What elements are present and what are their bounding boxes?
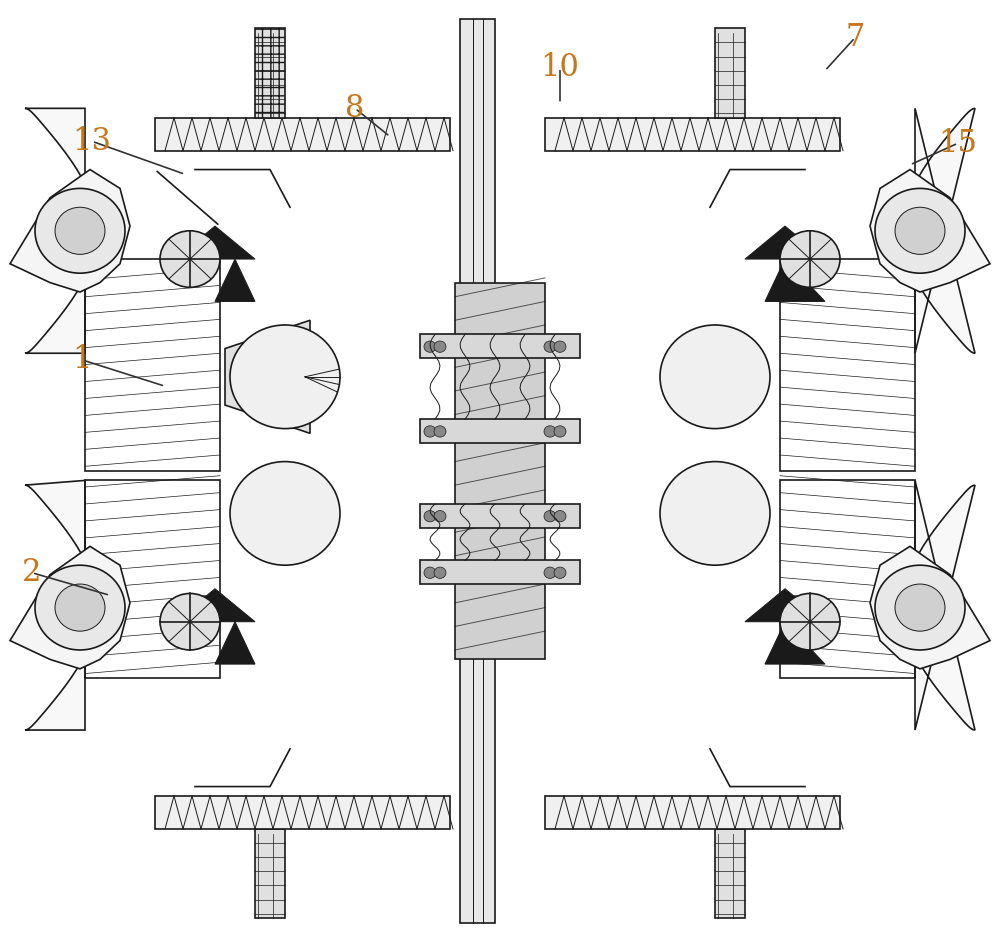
Circle shape bbox=[434, 511, 446, 522]
Polygon shape bbox=[225, 320, 310, 433]
Circle shape bbox=[875, 188, 965, 273]
Polygon shape bbox=[903, 480, 975, 730]
Bar bbox=[420, 419, 580, 443]
Circle shape bbox=[544, 511, 556, 522]
Circle shape bbox=[780, 231, 840, 287]
Circle shape bbox=[554, 426, 566, 437]
Polygon shape bbox=[175, 226, 255, 259]
Polygon shape bbox=[870, 170, 990, 292]
Text: 7: 7 bbox=[845, 23, 865, 53]
Bar bbox=[420, 504, 580, 528]
Circle shape bbox=[424, 567, 436, 578]
Circle shape bbox=[895, 207, 945, 254]
Polygon shape bbox=[745, 226, 825, 259]
Circle shape bbox=[424, 341, 436, 352]
Circle shape bbox=[424, 426, 436, 437]
Bar bbox=[460, 19, 495, 923]
Circle shape bbox=[434, 341, 446, 352]
Bar bbox=[715, 28, 745, 118]
Circle shape bbox=[660, 325, 770, 429]
Circle shape bbox=[780, 593, 840, 650]
Circle shape bbox=[554, 567, 566, 578]
Polygon shape bbox=[665, 490, 765, 537]
Bar bbox=[715, 829, 745, 918]
Circle shape bbox=[554, 341, 566, 352]
Circle shape bbox=[230, 325, 340, 429]
Polygon shape bbox=[870, 546, 990, 669]
Polygon shape bbox=[235, 353, 335, 400]
Circle shape bbox=[35, 565, 125, 650]
Circle shape bbox=[160, 231, 220, 287]
Polygon shape bbox=[745, 589, 825, 622]
Text: 1: 1 bbox=[72, 345, 92, 375]
Polygon shape bbox=[10, 170, 130, 292]
Text: 15: 15 bbox=[938, 128, 978, 158]
Circle shape bbox=[544, 567, 556, 578]
Text: 10: 10 bbox=[541, 53, 579, 83]
Circle shape bbox=[544, 341, 556, 352]
Circle shape bbox=[424, 511, 436, 522]
Circle shape bbox=[660, 462, 770, 565]
Circle shape bbox=[35, 188, 125, 273]
Bar bbox=[780, 480, 915, 678]
Circle shape bbox=[55, 207, 105, 254]
Bar bbox=[420, 560, 580, 584]
Bar bbox=[545, 796, 840, 829]
Polygon shape bbox=[903, 108, 975, 353]
Circle shape bbox=[895, 584, 945, 631]
Circle shape bbox=[554, 511, 566, 522]
Bar bbox=[545, 118, 840, 151]
Bar bbox=[455, 283, 545, 659]
Polygon shape bbox=[215, 622, 255, 664]
Polygon shape bbox=[765, 259, 825, 301]
Text: 8: 8 bbox=[345, 93, 365, 123]
Polygon shape bbox=[235, 490, 335, 537]
Circle shape bbox=[875, 565, 965, 650]
Bar bbox=[255, 829, 285, 918]
Polygon shape bbox=[215, 259, 255, 301]
Bar bbox=[85, 480, 220, 678]
Text: 2: 2 bbox=[22, 558, 42, 588]
Bar bbox=[255, 28, 285, 118]
Bar bbox=[155, 118, 450, 151]
Circle shape bbox=[55, 584, 105, 631]
Circle shape bbox=[544, 426, 556, 437]
Bar bbox=[155, 796, 450, 829]
Polygon shape bbox=[25, 480, 97, 730]
Bar bbox=[420, 334, 580, 358]
Circle shape bbox=[160, 593, 220, 650]
Polygon shape bbox=[10, 546, 130, 669]
Circle shape bbox=[434, 426, 446, 437]
Bar bbox=[85, 259, 220, 471]
Polygon shape bbox=[175, 589, 255, 622]
Polygon shape bbox=[765, 622, 825, 664]
Bar bbox=[780, 259, 915, 471]
Circle shape bbox=[434, 567, 446, 578]
Polygon shape bbox=[25, 108, 97, 353]
Polygon shape bbox=[665, 353, 765, 400]
Text: 13: 13 bbox=[72, 126, 112, 156]
Circle shape bbox=[230, 462, 340, 565]
